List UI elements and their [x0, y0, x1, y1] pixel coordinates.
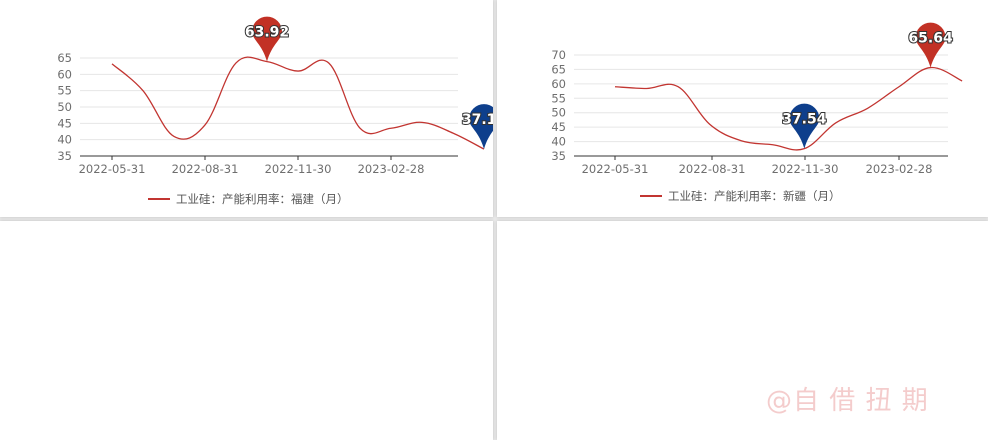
max-marker-pin: 63.92 [244, 16, 290, 62]
min-marker-pin: 37.54 [781, 103, 828, 149]
series-line [111, 56, 485, 150]
y-tick-label: 45 [551, 120, 566, 134]
chart-panel-fujian: 35 40 45 50 55 60 65 2022-05-31 2022-08-31 2022-1… [0, 0, 493, 217]
min-marker-pin-label: 37.54 [782, 112, 827, 128]
y-tick-label: 40 [551, 135, 566, 149]
x-tick-label: 2023-02-28 [866, 162, 933, 176]
y-tick-label: 60 [57, 67, 72, 81]
series-line [614, 66, 963, 151]
y-tick-label: 40 [57, 133, 72, 147]
max-marker-pin-label: 65.64 [908, 31, 953, 47]
max-marker-pin: 65.64 [907, 22, 954, 68]
y-tick-label: 35 [57, 149, 72, 163]
y-tick-label: 55 [57, 84, 72, 98]
chart-panel-yunnan: 14.4120304050602022-05-312022-08-312022-… [497, 221, 988, 440]
y-tick-label: 45 [57, 116, 72, 130]
min-marker-pin-label: 37.11 [462, 112, 493, 128]
chart-panel-sichuan: 22.7330405060702022-05-312022-08-312022-… [0, 221, 493, 440]
y-tick-label: 60 [551, 77, 566, 91]
y-tick-label: 35 [551, 149, 566, 163]
x-tick-label: 2022-08-31 [679, 162, 746, 176]
y-tick-label: 50 [57, 100, 72, 114]
min-marker-pin-shape [789, 103, 820, 149]
legend-label[interactable]: 工业硅：产能利用率：福建（月） [176, 192, 349, 206]
y-tick-label: 50 [551, 106, 566, 120]
max-marker-pin-shape [915, 22, 946, 68]
y-tick-label: 65 [57, 51, 72, 65]
x-tick-label: 2022-08-31 [172, 162, 239, 176]
x-tick-label: 2023-02-28 [358, 162, 425, 176]
x-tick-label: 2022-11-30 [265, 162, 332, 176]
x-tick-label: 2022-05-31 [582, 162, 649, 176]
chart-panel-xinjiang: 35 40 45 50 55 60 65 70 2022-05-31 2022-08-31 2022… [497, 0, 988, 217]
min-marker-pin-shape [469, 104, 493, 150]
max-marker-pin-label: 63.92 [245, 25, 289, 41]
legend-label[interactable]: 工业硅：产能利用率：新疆（月） [668, 189, 841, 203]
line-chart-sichuan: 22.7330405060702022-05-312022-08-312022-… [0, 221, 493, 440]
x-tick-label: 2022-05-31 [79, 162, 146, 176]
y-tick-label: 70 [551, 48, 566, 62]
y-tick-label: 65 [551, 62, 566, 76]
y-tick-label: 55 [551, 91, 566, 105]
max-marker-pin-shape [252, 16, 282, 62]
x-tick-label: 2022-11-30 [772, 162, 839, 176]
watermark-text: @自 借 扭 期 [766, 386, 929, 416]
min-marker-pin: 37.11 [461, 104, 493, 150]
line-chart-fujian: 35 40 45 50 55 60 65 2022-05-31 2022-08-31 2022-1… [57, 16, 493, 206]
